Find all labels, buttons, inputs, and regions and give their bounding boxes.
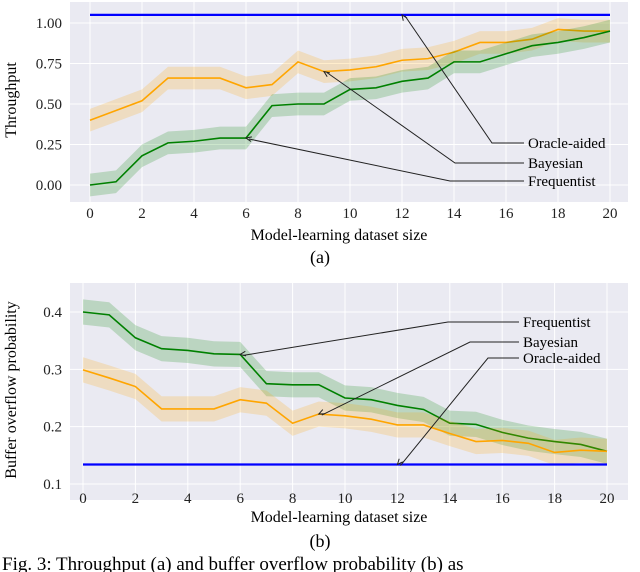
x-axis-label: Model-learning dataset size [251,509,428,526]
x-tick-label: 18 [551,206,566,222]
x-axis-label: Model-learning dataset size [251,227,428,244]
annotation-arrow [243,321,519,356]
plot-area [70,2,628,202]
x-tick-label: 10 [343,206,358,222]
x-tick-label: 20 [603,206,618,222]
x-tick-label: 6 [236,491,244,507]
arrow-head-icon [401,13,408,21]
annotation-label: Bayesian [528,156,583,172]
confidence-band-bayesian [90,18,610,132]
annotation-label: Bayesian [523,335,578,351]
y-tick-label: 0.1 [43,477,62,493]
arrow-head-icon [238,350,247,357]
x-tick-label: 16 [495,491,511,507]
x-tick-label: 2 [132,491,140,507]
y-tick-label: 0.75 [36,57,62,73]
arrow-head-icon [396,458,403,466]
figure-caption: Fig. 3: Throughput (a) and buffer overfl… [2,554,464,572]
x-tick-label: 14 [447,206,463,222]
x-tick-label: 4 [190,206,198,222]
x-tick-label: 8 [289,491,297,507]
arrow-head-icon [244,136,252,142]
y-tick-label: 0.25 [36,138,62,154]
confidence-band-frequentist [90,19,610,197]
annotation-arrow [400,357,519,466]
arrow-head-icon [317,409,325,415]
subplot-b: 0 2 4 6 8 10 12 14 16 18 20 0.1 0.2 0.3 0.4 Model-learn… [3,283,628,552]
x-tick-label: 0 [79,491,87,507]
x-tick-label: 18 [547,491,562,507]
annotation-arrow [248,138,524,182]
x-tick-label: 20 [600,491,615,507]
x-tick-label: 12 [395,206,410,222]
annotation-label: Oracle-aided [528,136,606,152]
annotation-arrow [321,341,519,416]
subplot-a: 0 2 4 6 8 10 12 14 16 18 20 0.00 0.25 0.50 0.75 1.00 Mod… [3,2,628,268]
x-tick-label: 0 [86,206,94,222]
x-tick-label: 6 [242,206,250,222]
y-axis-label: Buffer overflow probability [3,301,20,478]
confidence-band-frequentist [83,299,607,464]
x-tick-label: 4 [184,491,192,507]
confidence-band-bayesian [83,357,607,466]
panel-label: (a) [310,247,330,268]
y-tick-label: 1.00 [36,16,62,32]
y-tick-label: 0.2 [43,420,62,436]
annotation-label: Oracle-aided [523,351,601,367]
x-tick-label: 8 [294,206,302,222]
y-tick-label: 0.3 [43,362,62,378]
x-tick-label: 2 [138,206,146,222]
x-tick-label: 12 [390,491,405,507]
y-axis-label: Throughput [3,62,20,138]
x-tick-label: 10 [338,491,353,507]
y-tick-label: 0.50 [36,97,62,113]
annotation-arrow [326,72,524,164]
x-tick-label: 16 [499,206,515,222]
y-tick-label: 0.00 [36,178,62,194]
y-tick-label: 0.4 [43,305,62,321]
arrow-head-icon [322,70,330,77]
annotation-label: Frequentist [523,315,591,331]
x-tick-label: 14 [442,491,458,507]
annotation-label: Frequentist [528,174,596,190]
panel-label: (b) [310,531,331,552]
annotation-arrow [404,15,524,144]
